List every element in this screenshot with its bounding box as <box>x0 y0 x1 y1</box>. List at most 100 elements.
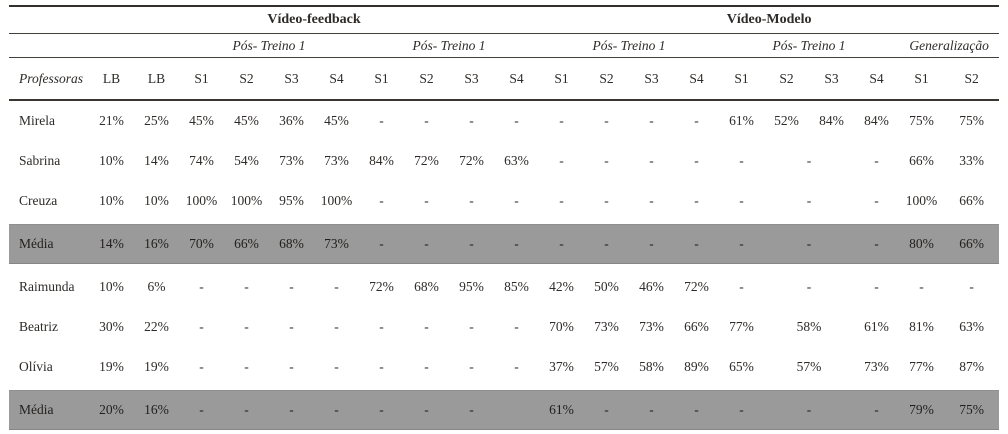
table-cell: - <box>854 221 900 267</box>
table-cell: - <box>199 279 204 294</box>
table-cell: 89% <box>684 359 709 374</box>
table-cell: 72% <box>369 279 394 294</box>
table-cell: - <box>969 279 974 294</box>
column-header: LB <box>89 57 134 101</box>
table-cell: - <box>424 193 429 208</box>
table-cell: 72% <box>459 153 484 168</box>
table-cell: 75% <box>909 113 934 128</box>
table-cell: 66% <box>944 221 1000 267</box>
table-cell: 100% <box>185 193 218 208</box>
column-header: S3 <box>269 57 314 101</box>
table-cell: 85% <box>504 279 529 294</box>
table-cell: 58% <box>796 319 822 334</box>
table-cell: - <box>649 153 654 168</box>
column-header: S1 <box>179 57 224 101</box>
table-cell: 33% <box>959 153 984 168</box>
table-cell: - <box>514 113 519 128</box>
table-cell: - <box>449 221 494 267</box>
table-cell: - <box>806 279 812 294</box>
table-cell: - <box>806 153 812 168</box>
table-cell: 77% <box>729 319 754 334</box>
table-cell: - <box>424 319 429 334</box>
table-cell: 73% <box>594 319 619 334</box>
table-cell: 22% <box>144 319 169 334</box>
column-header: S4 <box>854 57 900 101</box>
subgroup-header: Pós- Treino 1 <box>719 33 900 58</box>
table-cell: 100% <box>230 193 263 208</box>
table-cell: 70% <box>549 319 574 334</box>
group-header-spacer <box>9 7 89 34</box>
table-cell: 73% <box>864 359 889 374</box>
table-cell: - <box>289 359 294 374</box>
table-cell: - <box>739 279 744 294</box>
table-cell: - <box>449 387 494 433</box>
table-cell: 19% <box>99 359 124 374</box>
column-header: S3 <box>629 57 675 101</box>
table-cell: - <box>694 153 699 168</box>
table-cell: 21% <box>99 113 124 128</box>
table-cell: - <box>199 359 204 374</box>
table-cell: 46% <box>639 279 664 294</box>
table-cell: - <box>379 193 384 208</box>
table-cell: 74% <box>189 153 214 168</box>
table-cell: - <box>244 319 249 334</box>
table-cell: 25% <box>144 113 169 128</box>
table-cell: - <box>694 113 699 128</box>
row-label: Média <box>9 387 89 433</box>
column-header: S4 <box>674 57 720 101</box>
table-cell: - <box>379 319 384 334</box>
table-cell: 65% <box>729 359 754 374</box>
table-cell: 57% <box>594 359 619 374</box>
table-cell: 10% <box>144 193 169 208</box>
table-cell: - <box>359 387 404 433</box>
table-cell: - <box>739 153 744 168</box>
table-cell: 100% <box>320 193 353 208</box>
table-cell: - <box>874 193 879 208</box>
table-cell: - <box>359 221 404 267</box>
table-cell: - <box>469 113 474 128</box>
table-cell: - <box>649 113 654 128</box>
group-header-row: Vídeo-feedback Vídeo-Modelo <box>9 7 1000 34</box>
table-cell: - <box>469 359 474 374</box>
column-header: S2 <box>224 57 269 101</box>
table-cell: - <box>244 359 249 374</box>
table-cell: - <box>404 221 449 267</box>
column-header: S2 <box>764 57 810 101</box>
table-cell: 73% <box>314 221 359 267</box>
table-cell: 19% <box>144 359 169 374</box>
subgroup-header: Pós- Treino 1 <box>359 33 540 58</box>
column-header-row: Professoras LB LB S1 S2 S3 S4 S1 S2 S3 S4 S1 S2 S3 S4 S… <box>9 57 1000 101</box>
table-cell: 45% <box>189 113 214 128</box>
table-row: Beatriz 30% 22% - - - - - - - - 70% 73% 73% 66% 77% 58% 6… <box>9 307 999 347</box>
table-cell: - <box>539 221 585 267</box>
table-cell: 61% <box>729 113 754 128</box>
column-header: S4 <box>494 57 540 101</box>
table-cell: - <box>244 279 249 294</box>
table-cell: 77% <box>909 359 934 374</box>
column-header: S3 <box>449 57 494 101</box>
table-cell: 72% <box>414 153 439 168</box>
table-cell: 58% <box>639 359 664 374</box>
table-cell: 66% <box>684 319 709 334</box>
table-cell: - <box>334 279 339 294</box>
table-cell: 45% <box>324 113 349 128</box>
table-cell: 100% <box>905 193 938 208</box>
table-cell: - <box>719 387 765 433</box>
table-cell: 16% <box>134 387 179 433</box>
table-cell: 84% <box>819 113 844 128</box>
table-cell: - <box>424 113 429 128</box>
table-cell: - <box>584 387 630 433</box>
table-cell: 84% <box>369 153 394 168</box>
table-cell: 61% <box>864 319 889 334</box>
table-cell: - <box>269 387 314 433</box>
table-cell: - <box>334 359 339 374</box>
subgroup-header: Pós- Treino 1 <box>539 33 720 58</box>
group-header: Vídeo-Modelo <box>539 7 1000 34</box>
table-cell: 54% <box>234 153 259 168</box>
group-header: Vídeo-feedback <box>89 7 540 34</box>
table-cell: 37% <box>549 359 574 374</box>
table-cell: 68% <box>269 221 314 267</box>
table-cell: 20% <box>89 387 134 433</box>
